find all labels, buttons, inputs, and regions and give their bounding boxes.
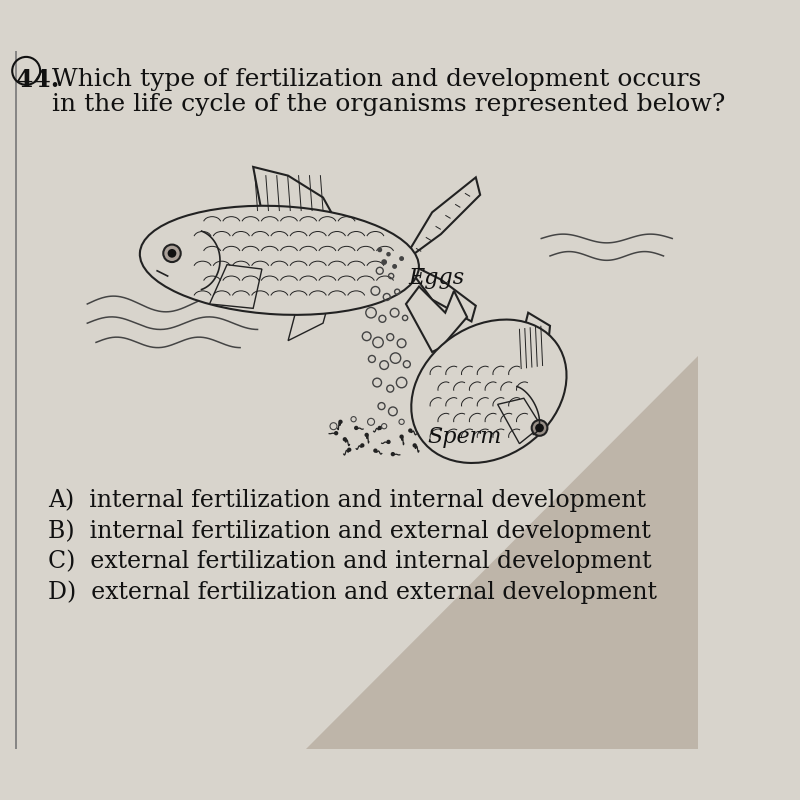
- Text: D)  external fertilization and external development: D) external fertilization and external d…: [48, 580, 657, 604]
- Polygon shape: [406, 265, 476, 322]
- Circle shape: [408, 428, 413, 433]
- Polygon shape: [210, 265, 262, 308]
- Text: B)  internal fertilization and external development: B) internal fertilization and external d…: [48, 519, 651, 542]
- Ellipse shape: [411, 319, 566, 463]
- Circle shape: [387, 253, 390, 256]
- Circle shape: [378, 426, 382, 430]
- Text: A)  internal fertilization and internal development: A) internal fertilization and internal d…: [48, 489, 646, 512]
- Circle shape: [342, 437, 347, 442]
- Text: Sperm: Sperm: [428, 426, 502, 448]
- Polygon shape: [253, 167, 332, 213]
- Circle shape: [400, 257, 403, 260]
- Circle shape: [535, 423, 544, 432]
- Circle shape: [386, 440, 390, 444]
- Circle shape: [354, 426, 358, 430]
- Text: C)  external fertilization and internal development: C) external fertilization and internal d…: [48, 550, 652, 574]
- Polygon shape: [498, 398, 542, 444]
- Circle shape: [163, 245, 181, 262]
- Circle shape: [413, 443, 417, 447]
- Circle shape: [347, 447, 351, 452]
- Polygon shape: [306, 356, 698, 750]
- Circle shape: [338, 420, 342, 424]
- Circle shape: [334, 431, 338, 435]
- Ellipse shape: [140, 206, 419, 315]
- Text: Which type of fertilization and development occurs: Which type of fertilization and developm…: [52, 68, 702, 91]
- Circle shape: [399, 434, 404, 439]
- Polygon shape: [515, 313, 550, 370]
- Text: Eggs: Eggs: [409, 266, 465, 289]
- Circle shape: [378, 248, 382, 251]
- Circle shape: [374, 449, 378, 453]
- Polygon shape: [288, 307, 327, 341]
- Text: in the life cycle of the organisms represented below?: in the life cycle of the organisms repre…: [52, 93, 726, 116]
- Circle shape: [393, 265, 396, 268]
- Circle shape: [390, 452, 395, 456]
- Polygon shape: [406, 286, 467, 352]
- Polygon shape: [406, 178, 480, 256]
- Circle shape: [532, 420, 547, 436]
- Circle shape: [382, 260, 386, 264]
- Circle shape: [168, 249, 176, 258]
- Circle shape: [365, 433, 369, 437]
- Text: 44.: 44.: [16, 68, 59, 92]
- Circle shape: [360, 443, 365, 447]
